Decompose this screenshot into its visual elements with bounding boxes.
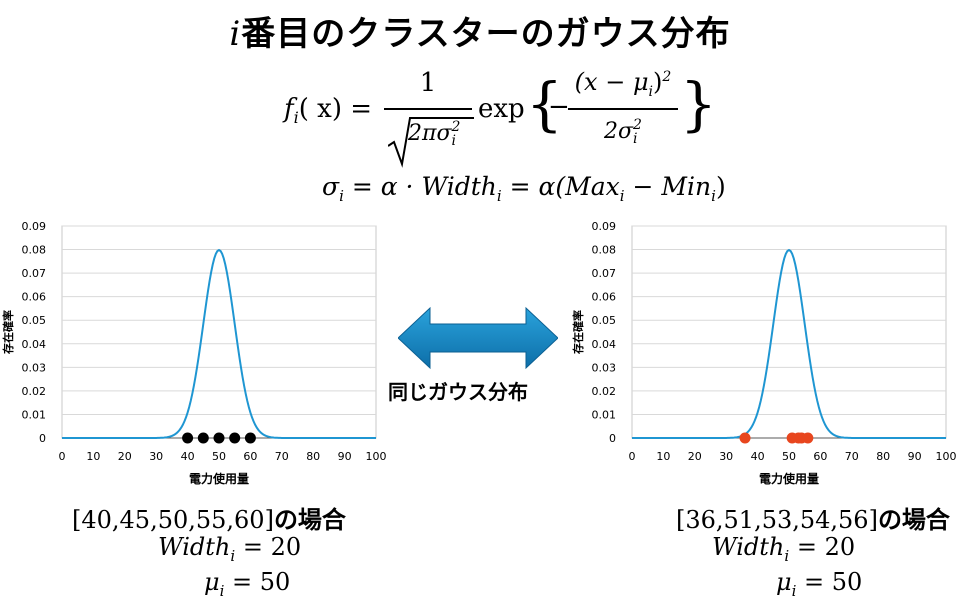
gaussian-formula: fi( x) = 1 2πσ 2 i exp { − (x − μi)2 2σ 2 i … — [280, 62, 717, 174]
y-tick-label: 0.01 — [22, 408, 47, 421]
brace-close: } — [680, 70, 717, 138]
y-axis-label: 存在確率 — [571, 310, 585, 354]
y-tick-label: 0.03 — [22, 361, 47, 374]
data-point — [802, 432, 814, 444]
page-title: i番目のクラスターのガウス分布 — [0, 6, 960, 55]
y-tick-label: 0.08 — [22, 244, 47, 257]
sqrt-sign-icon — [388, 117, 474, 168]
x-tick-label: 100 — [936, 450, 957, 463]
x-tick-label: 60 — [243, 450, 257, 463]
x-tick-label: 10 — [656, 450, 670, 463]
formula-minus: − — [548, 92, 570, 122]
sigma-formula: σi = α · Widthi = α(Maxi − Mini) — [322, 172, 726, 205]
y-tick-label: 0.01 — [592, 408, 617, 421]
x-tick-label: 60 — [813, 450, 827, 463]
gaussian-curve — [632, 248, 946, 439]
x-tick-label: 40 — [181, 450, 195, 463]
formula-inner-numerator: (x − μi)2 — [574, 68, 672, 100]
fraction-bar-inner — [568, 108, 678, 110]
y-tick-label: 0.09 — [592, 220, 617, 233]
data-point — [229, 432, 241, 444]
x-axis-label: 電力使用量 — [759, 471, 819, 486]
data-point — [197, 432, 209, 444]
data-point — [182, 432, 194, 444]
y-tick-label: 0.03 — [592, 361, 617, 374]
right-caption: [36,51,53,54,56]の場合 — [676, 506, 950, 534]
data-point — [213, 432, 225, 444]
x-tick-label: 50 — [782, 450, 796, 463]
y-tick-label: 0.02 — [592, 385, 617, 398]
x-tick-label: 90 — [908, 450, 922, 463]
y-tick-label: 0.02 — [22, 385, 47, 398]
y-tick-label: 0 — [609, 432, 616, 445]
formula-numerator: 1 — [419, 68, 437, 98]
y-tick-label: 0.04 — [22, 338, 47, 351]
fraction-bar — [384, 108, 472, 110]
data-point — [739, 432, 751, 444]
y-tick-label: 0.08 — [592, 244, 617, 257]
gaussian-curve — [62, 248, 376, 439]
title-text: 番目のクラスターのガウス分布 — [241, 14, 731, 54]
x-tick-label: 100 — [366, 450, 387, 463]
x-tick-label: 80 — [876, 450, 890, 463]
formula-lhs: fi( x) = — [284, 94, 373, 128]
left-mu-line: μi = 50 — [204, 568, 291, 600]
formula-inner-denominator: 2σ 2 i — [604, 117, 642, 147]
double-arrow-icon — [398, 306, 558, 370]
x-tick-label: 40 — [751, 450, 765, 463]
x-tick-label: 20 — [688, 450, 702, 463]
right-mu-line: μi = 50 — [776, 568, 863, 600]
brace-open: { — [526, 70, 563, 138]
x-tick-label: 30 — [719, 450, 733, 463]
y-tick-label: 0.09 — [22, 220, 47, 233]
x-tick-label: 80 — [306, 450, 320, 463]
x-tick-label: 50 — [212, 450, 226, 463]
left-caption: [40,45,50,55,60]の場合 — [72, 506, 346, 534]
title-index: i — [229, 14, 242, 54]
y-axis-label: 存在確率 — [1, 310, 15, 354]
y-tick-label: 0.06 — [22, 291, 47, 304]
y-tick-label: 0.05 — [22, 314, 47, 327]
x-tick-label: 0 — [59, 450, 66, 463]
data-point — [244, 432, 256, 444]
x-tick-label: 30 — [149, 450, 163, 463]
formula-denominator: 2πσ 2 i — [408, 119, 461, 149]
right-width-line: Widthi = 20 — [712, 533, 856, 565]
formula-exp: exp — [478, 94, 525, 124]
x-axis-label: 電力使用量 — [189, 471, 249, 486]
right-chart: 0 0.01 0.02 0.03 0.04 0.05 0.06 0.07 0.08 0.09 0 10… — [571, 220, 957, 486]
x-tick-label: 20 — [118, 450, 132, 463]
y-tick-label: 0.07 — [592, 267, 617, 280]
x-tick-label: 0 — [629, 450, 636, 463]
y-tick-label: 0.04 — [592, 338, 617, 351]
same-distribution-label: 同じガウス分布 — [388, 380, 528, 404]
left-width-line: Widthi = 20 — [158, 533, 302, 565]
x-tick-label: 70 — [275, 450, 289, 463]
left-chart: 0 0.01 0.02 0.03 0.04 0.05 0.06 0.07 0.08 0.09 0 10… — [1, 220, 387, 486]
x-tick-label: 70 — [845, 450, 859, 463]
x-tick-label: 10 — [86, 450, 100, 463]
y-tick-label: 0.07 — [22, 267, 47, 280]
x-tick-label: 90 — [338, 450, 352, 463]
y-tick-label: 0 — [39, 432, 46, 445]
y-tick-label: 0.05 — [592, 314, 617, 327]
y-tick-label: 0.06 — [592, 291, 617, 304]
